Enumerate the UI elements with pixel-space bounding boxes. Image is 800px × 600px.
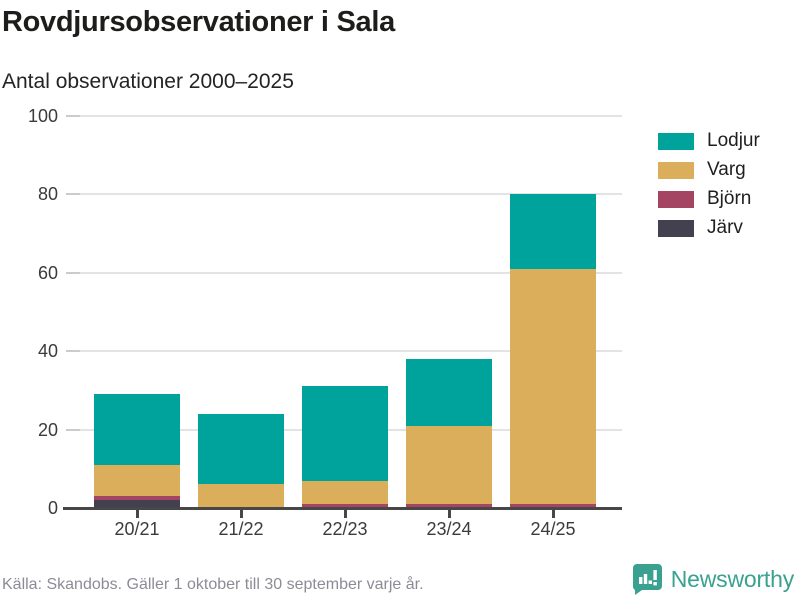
y-tick-100 — [66, 115, 80, 117]
y-axis-label: 60 — [37, 262, 58, 283]
gridline-y-60 — [66, 271, 622, 274]
chart-legend: Lodjur Varg Björn Järv — [658, 130, 760, 246]
source-note: Källa: Skandobs. Gäller 1 oktober till 3… — [2, 576, 424, 593]
legend-item-lodjur: Lodjur — [658, 130, 760, 152]
legend-label: Björn — [707, 188, 752, 209]
y-axis-label: 80 — [37, 184, 58, 205]
chart-subtitle: Antal observationer 2000–2025 — [2, 70, 294, 93]
y-axis-label: 40 — [37, 341, 58, 362]
gridline-y-100 — [66, 115, 622, 117]
y-axis-label: 0 — [47, 498, 58, 518]
bar-segment-lodjur-22-23 — [302, 386, 388, 481]
x-axis-label: 23/24 — [426, 519, 472, 539]
bar-segment-varg-24-25 — [510, 268, 596, 505]
x-tick-24-25 — [552, 510, 555, 518]
x-tick-22-23 — [344, 510, 347, 518]
y-axis-label: 100 — [27, 106, 58, 126]
x-axis-line — [63, 507, 622, 510]
newsworthy-logo-icon — [632, 564, 662, 595]
legend-swatch-varg — [658, 161, 694, 179]
bar-segment-varg-22-23 — [302, 480, 388, 505]
y-tick-20 — [66, 428, 80, 431]
bar-segment-lodjur-20-21 — [94, 394, 180, 465]
gridline-y-80 — [66, 193, 622, 196]
y-axis-label: 20 — [37, 419, 58, 440]
gridline-y-40 — [66, 350, 622, 353]
bar-segment-lodjur-24-25 — [510, 194, 596, 269]
x-axis-label: 24/25 — [530, 519, 576, 539]
bar-segment-järv-20-21 — [94, 500, 180, 508]
legend-item-björn: Björn — [658, 188, 760, 210]
legend-swatch-järv — [658, 219, 694, 237]
x-axis-label: 21/22 — [218, 519, 264, 539]
legend-swatch-björn — [658, 190, 694, 208]
newsworthy-brand: Newsworthy — [632, 563, 794, 595]
legend-label: Varg — [707, 159, 746, 180]
legend-swatch-lodjur — [658, 132, 694, 150]
legend-item-varg: Varg — [658, 159, 760, 181]
x-axis-label: 20/21 — [114, 519, 160, 539]
bar-segment-varg-21-22 — [198, 484, 284, 508]
x-tick-23-24 — [448, 510, 451, 518]
page-title: Rovdjursobservationer i Sala — [2, 6, 395, 38]
bar-segment-björn-24-25 — [510, 504, 596, 508]
y-tick-40 — [66, 350, 80, 353]
y-tick-60 — [66, 271, 80, 274]
bar-segment-lodjur-23-24 — [406, 359, 492, 426]
y-tick-80 — [66, 193, 80, 196]
bar-segment-varg-23-24 — [406, 425, 492, 505]
bar-segment-varg-20-21 — [94, 464, 180, 497]
x-tick-21-22 — [240, 510, 243, 518]
bar-segment-lodjur-21-22 — [198, 413, 284, 485]
bar-segment-björn-22-23 — [302, 504, 388, 508]
bar-segment-björn-20-21 — [94, 496, 180, 501]
legend-label: Järv — [707, 217, 743, 238]
bar-segment-björn-23-24 — [406, 504, 492, 508]
x-tick-20-21 — [136, 510, 139, 518]
x-axis-label: 22/23 — [322, 519, 368, 539]
legend-label: Lodjur — [707, 130, 760, 151]
legend-item-järv: Järv — [658, 217, 760, 239]
brand-name: Newsworthy — [670, 565, 794, 592]
